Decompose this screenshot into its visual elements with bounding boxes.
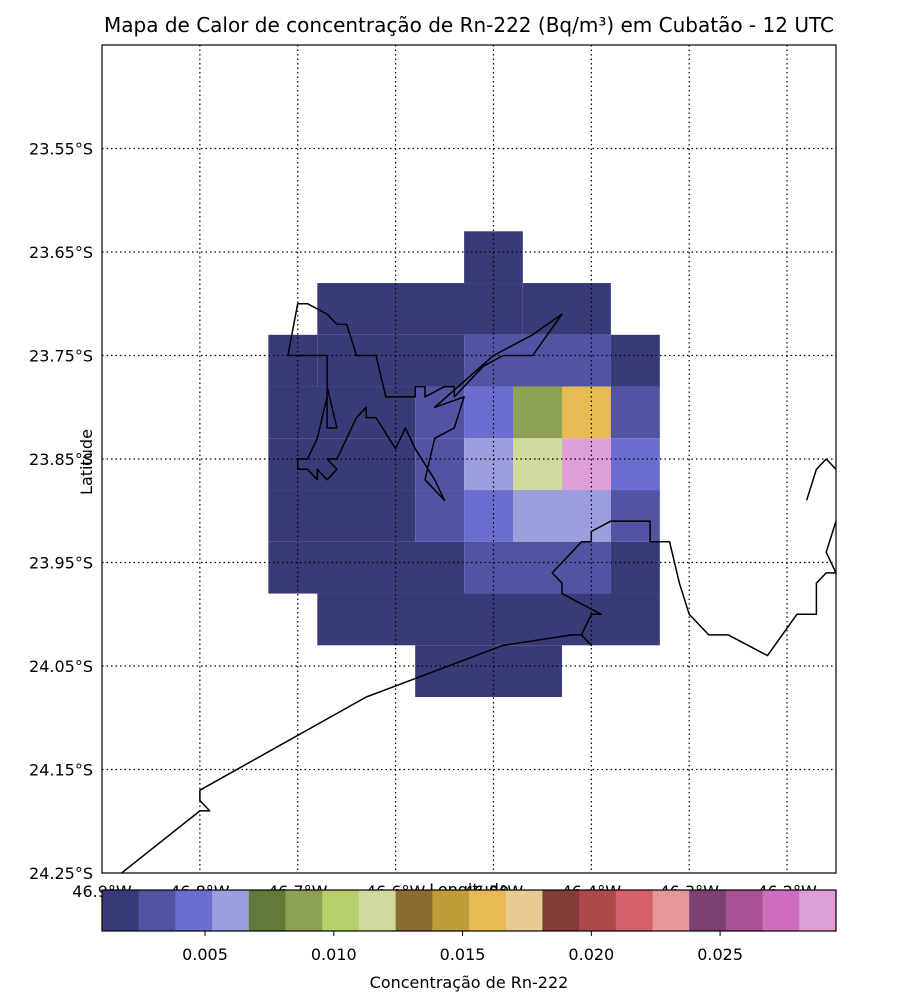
y-tick-label: 23.55°S [29,140,93,159]
colorbar-swatch [102,890,140,931]
heatmap-cell [561,386,611,439]
colorbar-swatch [175,890,213,931]
plot-frame [101,44,837,874]
colorbar-label: Concentração de Rn-222 [370,973,569,992]
y-tick-label: 24.05°S [29,657,93,676]
colorbar-swatch [542,890,580,931]
coastline [287,302,563,502]
coastlines [121,302,837,874]
colorbar-swatch [505,890,543,931]
heatmap-cell [610,438,660,491]
heatmap-cell [464,334,611,387]
y-tick-label: 23.65°S [29,243,93,262]
heatmap-cell [561,438,611,491]
heatmap-cell [464,386,514,439]
chart-title: Mapa de Calor de concentração de Rn-222 … [104,13,834,37]
heatmap-cell [317,334,465,387]
heatmap-cell [464,438,514,491]
heatmap-cell [610,541,660,594]
heatmap-cell [268,334,318,387]
colorbar-swatch [725,890,764,931]
colorbar-tick-label: 0.005 [182,945,228,964]
colorbar-swatch [358,890,397,931]
colorbar-swatch [652,890,690,931]
y-tick-label: 24.25°S [29,864,93,883]
colorbar-swatch [285,890,323,931]
heatmap-cell [610,334,660,387]
colorbar-frame [101,889,837,932]
y-axis-label: Latitude [77,429,96,495]
heatmap-cell [464,490,514,542]
colorbar-swatch [469,890,507,931]
colorbar-tick-label: 0.015 [440,945,486,964]
y-tick-label: 24.15°S [29,761,93,780]
heatmap-cell [268,490,416,542]
heatmap-cell [464,541,611,594]
colorbar-swatch [432,890,470,931]
colorbar-swatch [689,890,727,931]
colorbar-tick-label: 0.020 [568,945,614,964]
y-tick-label: 23.75°S [29,347,93,366]
colorbar-swatch [799,890,837,931]
heatmap-cell [513,438,562,491]
colorbar-swatch [615,890,654,931]
colorbar [102,890,837,931]
colorbar-swatch [579,890,617,931]
colorbar-swatch [138,890,176,931]
heatmap-cell [610,386,660,439]
coastline [805,458,837,501]
heatmap-cell [522,283,611,335]
heatmap-cell [610,490,660,542]
heatmap-cell [268,438,416,491]
colorbar-swatch [248,890,287,931]
heatmap-cell [268,541,465,594]
heatmap-cell [415,490,465,542]
y-axis-ticks: 23.55°S 23.65°S 23.75°S 23.85°S 23.95°S 24.05… [29,140,93,884]
heatmap-cell [415,645,562,698]
colorbar-tick-label: 0.025 [697,945,743,964]
colorbar-swatch [322,890,360,931]
y-tick-label: 23.95°S [29,554,93,573]
colorbar-swatch [395,890,433,931]
coastline [121,520,837,874]
colorbar-swatch [212,890,250,931]
colorbar-swatch [762,890,800,931]
colorbar-ticks: 0.005 0.010 0.015 0.020 0.025 [182,931,743,964]
heatmap-cell [317,593,660,646]
heatmap-cell [513,490,611,542]
heatmap-cell [513,386,562,439]
y-tick-label: 23.85°S [29,450,93,469]
colorbar-tick-label: 0.010 [311,945,357,964]
heatmap-cell [415,438,465,491]
heatmap-cell [317,283,523,335]
heatmap-cells [268,231,660,698]
heatmap-cell [268,386,416,439]
